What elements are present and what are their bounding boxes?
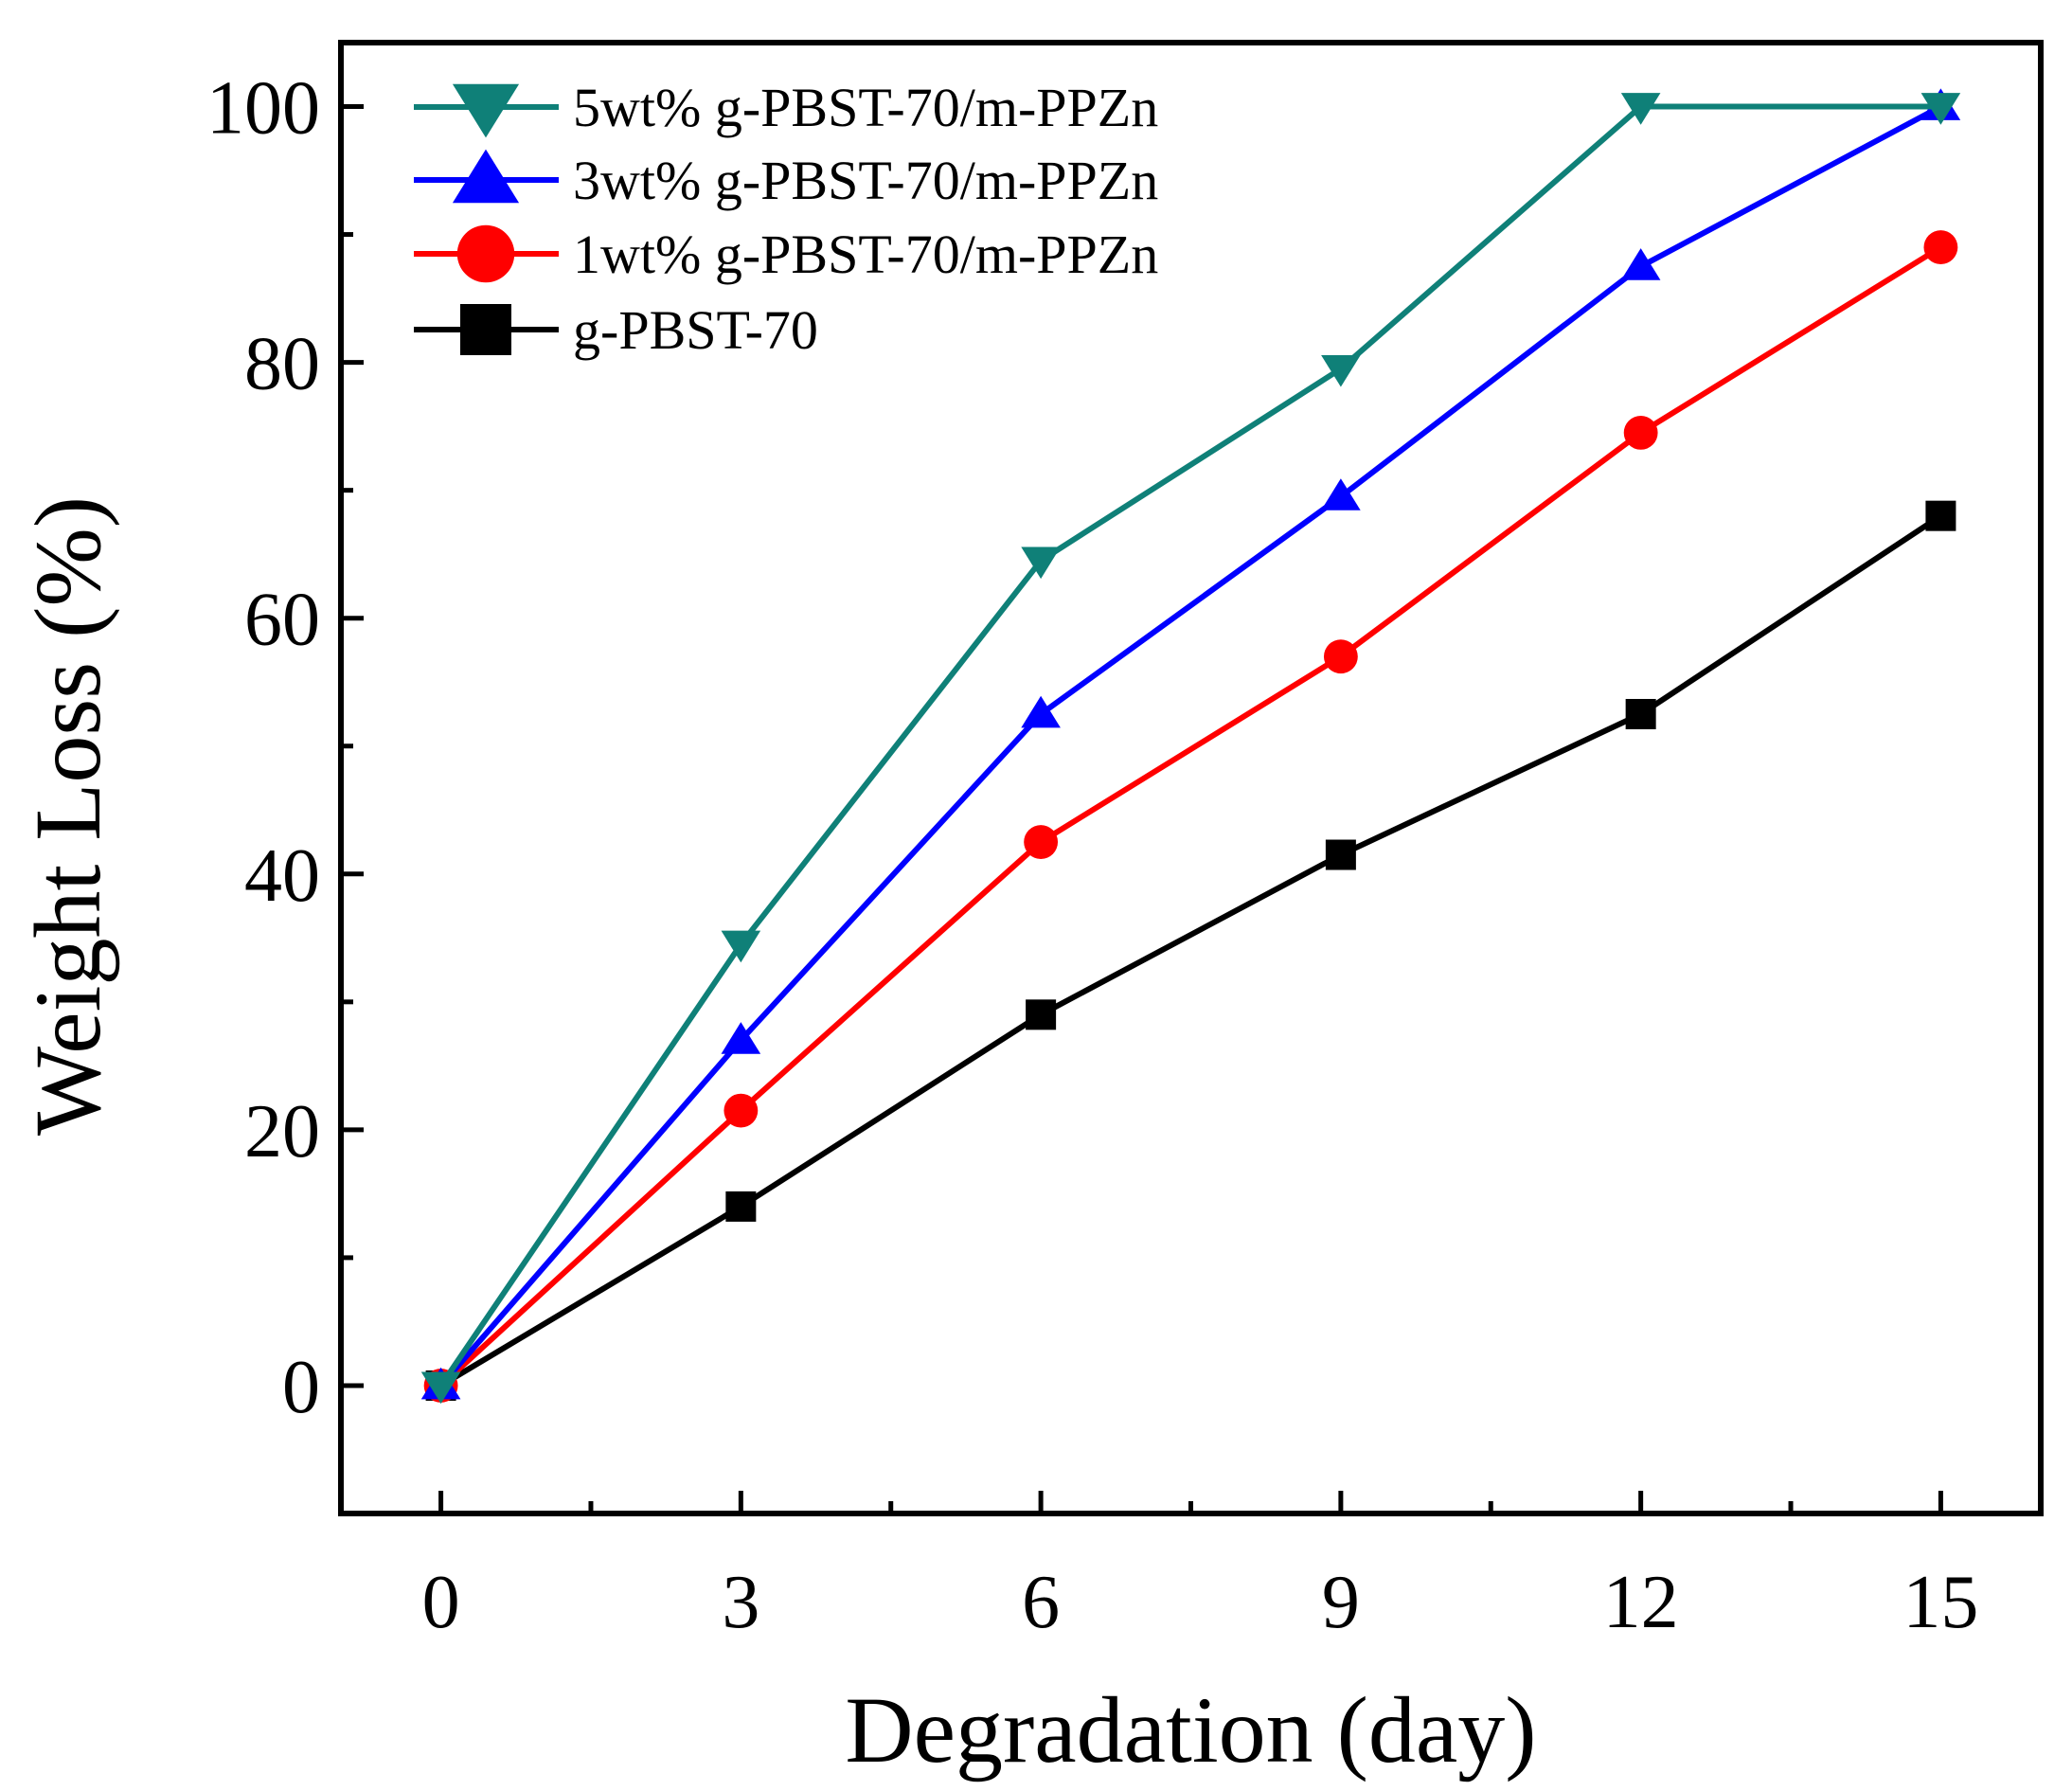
legend-item: 3wt% g-PBST-70/m-PPZn [414,149,1158,211]
plot-area: 5wt% g-PBST-70/m-PPZn 3wt% g-PBST-70/m-PP… [338,40,2044,1516]
x-tick-label: 3 [722,1561,759,1644]
series-2 [423,230,1958,1403]
legend-label: g-PBST-70 [573,299,818,361]
legend-item: 1wt% g-PBST-70/m-PPZn [414,224,1158,285]
legend-label: 3wt% g-PBST-70/m-PPZn [573,150,1158,211]
y-tick-label: 80 [244,323,320,406]
data-point [723,1093,759,1128]
x-tick-label: 15 [1902,1561,1978,1644]
x-tick-label: 9 [1322,1561,1360,1644]
legend-item: 5wt% g-PBST-70/m-PPZn [414,77,1158,138]
y-tick-label: 40 [244,834,320,918]
legend-label: 5wt% g-PBST-70/m-PPZn [573,77,1158,138]
data-point [1325,839,1356,870]
data-point [420,1371,461,1405]
legend-marker [460,304,511,355]
data-point [1925,500,1956,531]
data-point [1021,695,1061,728]
data-point [725,1191,757,1222]
series-line [439,513,1943,1388]
legend-marker [452,149,520,204]
data-point [1623,415,1658,450]
series-0 [420,93,1961,1405]
series-line [438,103,1941,1388]
x-axis-title: Degradation (day) [845,1677,1536,1782]
y-tick-label: 0 [282,1346,320,1429]
series-line [438,103,1942,1388]
tick-labels: 0 3 6 9 12 15 0 20 40 60 80 100 [206,67,1978,1644]
data-point [721,930,761,963]
data-point [1620,248,1661,280]
y-tick-label: 60 [244,579,320,662]
x-tick-label: 12 [1603,1561,1679,1644]
y-tick-label: 20 [244,1090,320,1173]
x-tick-label: 6 [1022,1561,1060,1644]
axis-ticks [341,104,1943,1516]
legend-item: g-PBST-70 [414,299,818,361]
data-point [1021,546,1061,580]
data-point [1620,93,1661,125]
x-tick-label: 0 [422,1561,460,1644]
series-layer [420,88,1961,1405]
data-point [1923,230,1958,264]
legend: 5wt% g-PBST-70/m-PPZn 3wt% g-PBST-70/m-PP… [414,77,1158,361]
y-tick-label: 100 [206,67,320,151]
legend-marker [452,83,520,138]
data-point [1024,825,1059,859]
data-point [721,1022,761,1054]
data-point [1920,93,1961,125]
data-point [1026,999,1057,1030]
series-3 [425,500,1956,1401]
data-point [1625,698,1656,729]
y-axis-title: Weight Loss (%) [15,496,120,1136]
legend-label: 1wt% g-PBST-70/m-PPZn [573,224,1158,285]
data-point [1321,478,1361,510]
data-point [1323,639,1358,674]
series-line [438,244,1942,1388]
legend-marker [456,224,515,283]
data-point [1321,354,1361,387]
